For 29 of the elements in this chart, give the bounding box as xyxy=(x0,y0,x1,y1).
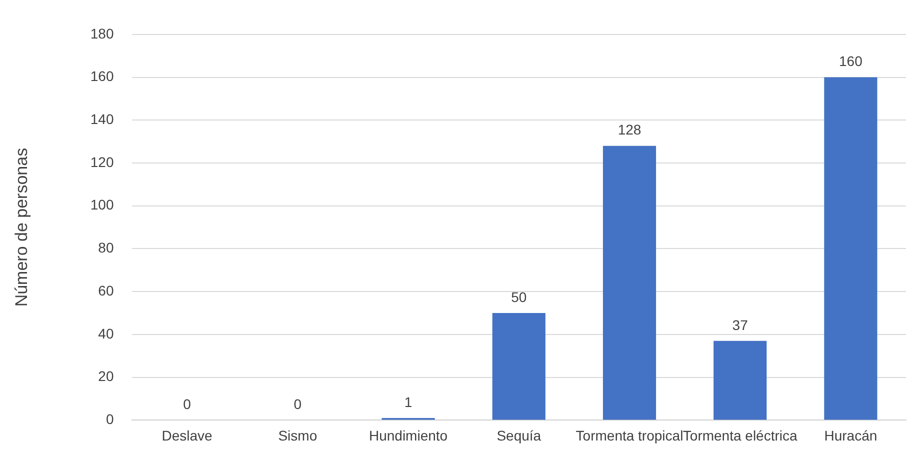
data-label: 0 xyxy=(294,396,302,412)
y-tick-label: 160 xyxy=(90,68,114,84)
data-label: 1 xyxy=(404,394,412,410)
y-tick-label: 180 xyxy=(90,25,114,42)
y-axis-title: Número de personas xyxy=(12,148,31,307)
bar xyxy=(824,77,878,420)
y-tick-label: 140 xyxy=(90,110,114,127)
y-tick-label: 100 xyxy=(90,196,114,213)
bar xyxy=(492,313,546,420)
x-tick-label: Huracán xyxy=(824,427,878,444)
y-tick-label: 80 xyxy=(98,240,114,256)
y-tick-label: 0 xyxy=(106,411,114,428)
x-tick-label: Sismo xyxy=(278,427,318,444)
x-tick-label: Hundimiento xyxy=(368,427,448,444)
y-tick-label: 120 xyxy=(90,154,114,170)
y-tick-label: 60 xyxy=(98,282,114,298)
bar xyxy=(714,340,767,420)
bar xyxy=(602,146,656,420)
x-tick-label: Sequía xyxy=(496,427,542,444)
y-tick-label: 40 xyxy=(98,325,114,342)
x-tick-label: Tormenta eléctrica xyxy=(682,427,798,444)
data-label: 0 xyxy=(183,396,192,412)
x-tick-label: Tormenta tropical xyxy=(576,427,684,444)
data-label: 37 xyxy=(732,316,748,333)
x-tick-label: Deslave xyxy=(162,427,213,444)
data-label: 160 xyxy=(839,53,863,70)
data-label: 128 xyxy=(618,122,642,138)
data-label: 50 xyxy=(511,288,527,305)
y-tick-label: 20 xyxy=(98,368,114,384)
